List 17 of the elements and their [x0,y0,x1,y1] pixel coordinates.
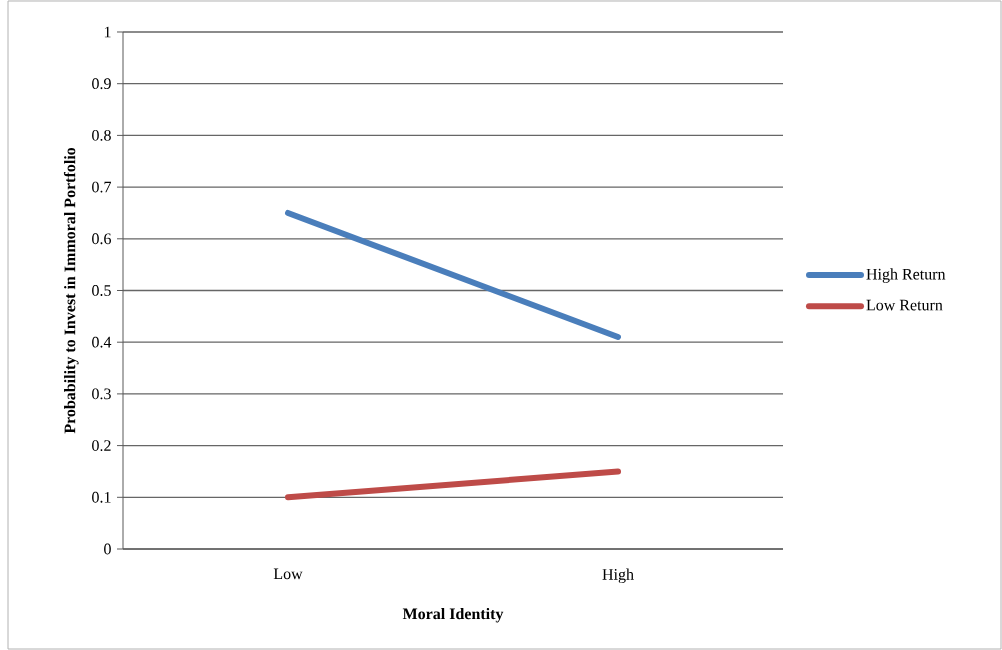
x-tick-label: Low [273,568,303,580]
y-tick-label: 0.4 [92,336,112,348]
y-tick-label: 0.3 [92,388,111,400]
y-tick-label: 0.8 [92,129,111,141]
y-tick-label: 0.2 [92,440,111,452]
legend-label: High Return [866,268,946,283]
y-tick-label: 0.6 [92,233,111,245]
y-tick-label: 1 [104,26,111,38]
y-tick-label: 0 [104,543,111,555]
y-tick-label: 0.5 [92,285,111,296]
x-axis-title: Moral Identity [402,607,504,623]
y-tick-label: 0.9 [92,78,111,90]
y-tick-label: 0.1 [92,491,111,503]
legend-label: Low Return [866,299,943,311]
x-tick-label: High [602,568,634,584]
y-tick-label: 0.7 [92,181,112,193]
y-axis-title: Probability to Invest in Immoral Portfolio [63,147,79,434]
